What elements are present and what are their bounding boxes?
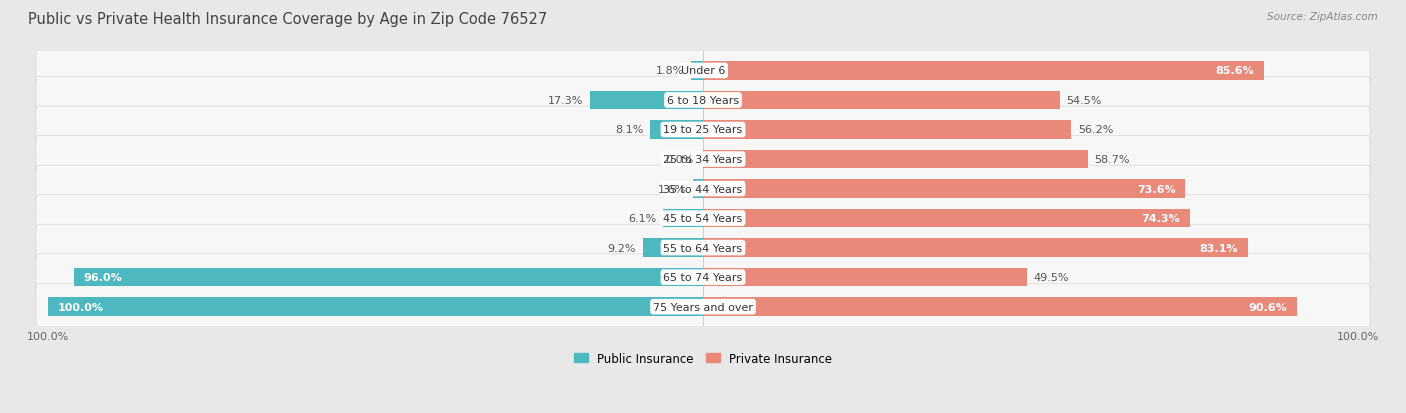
Bar — [48, 298, 703, 316]
Bar — [589, 92, 703, 110]
Text: 83.1%: 83.1% — [1199, 243, 1237, 253]
Bar — [703, 92, 1060, 110]
Text: 6.1%: 6.1% — [628, 214, 657, 223]
Text: 55 to 64 Years: 55 to 64 Years — [664, 243, 742, 253]
Text: 73.6%: 73.6% — [1137, 184, 1175, 194]
Text: 49.5%: 49.5% — [1033, 273, 1070, 282]
Text: 1.8%: 1.8% — [657, 66, 685, 76]
FancyBboxPatch shape — [37, 107, 1369, 154]
Bar — [703, 150, 1088, 169]
Text: 96.0%: 96.0% — [84, 273, 122, 282]
Text: 6 to 18 Years: 6 to 18 Years — [666, 96, 740, 106]
Text: 1.6%: 1.6% — [658, 184, 686, 194]
Legend: Public Insurance, Private Insurance: Public Insurance, Private Insurance — [569, 347, 837, 370]
Bar — [650, 121, 703, 139]
FancyBboxPatch shape — [37, 166, 1369, 212]
FancyBboxPatch shape — [37, 254, 1369, 301]
Text: 56.2%: 56.2% — [1078, 125, 1114, 135]
Text: 75 Years and over: 75 Years and over — [652, 302, 754, 312]
Text: 25 to 34 Years: 25 to 34 Years — [664, 154, 742, 165]
Bar — [692, 62, 703, 81]
Text: 9.2%: 9.2% — [607, 243, 636, 253]
Text: Public vs Private Health Insurance Coverage by Age in Zip Code 76527: Public vs Private Health Insurance Cover… — [28, 12, 547, 27]
FancyBboxPatch shape — [37, 78, 1369, 124]
Bar — [664, 209, 703, 228]
Text: 17.3%: 17.3% — [548, 96, 583, 106]
Text: Under 6: Under 6 — [681, 66, 725, 76]
Text: 45 to 54 Years: 45 to 54 Years — [664, 214, 742, 223]
Text: 35 to 44 Years: 35 to 44 Years — [664, 184, 742, 194]
Text: 8.1%: 8.1% — [614, 125, 644, 135]
FancyBboxPatch shape — [37, 225, 1369, 271]
Bar — [75, 268, 703, 287]
Bar — [703, 239, 1247, 257]
Text: 19 to 25 Years: 19 to 25 Years — [664, 125, 742, 135]
FancyBboxPatch shape — [37, 48, 1369, 95]
Bar — [703, 121, 1071, 139]
Text: 100.0%: 100.0% — [58, 302, 104, 312]
Text: 74.3%: 74.3% — [1142, 214, 1180, 223]
FancyBboxPatch shape — [37, 284, 1369, 330]
Text: 85.6%: 85.6% — [1215, 66, 1254, 76]
FancyBboxPatch shape — [37, 195, 1369, 242]
Bar — [703, 62, 1264, 81]
Text: 65 to 74 Years: 65 to 74 Years — [664, 273, 742, 282]
Text: 0.0%: 0.0% — [665, 154, 693, 165]
FancyBboxPatch shape — [37, 136, 1369, 183]
Text: Source: ZipAtlas.com: Source: ZipAtlas.com — [1267, 12, 1378, 22]
Bar — [643, 239, 703, 257]
Text: 90.6%: 90.6% — [1249, 302, 1286, 312]
Text: 58.7%: 58.7% — [1094, 154, 1129, 165]
Text: 54.5%: 54.5% — [1067, 96, 1102, 106]
Bar — [703, 298, 1296, 316]
Bar — [703, 268, 1028, 287]
Bar — [703, 180, 1185, 198]
Bar — [693, 180, 703, 198]
Bar — [703, 209, 1189, 228]
